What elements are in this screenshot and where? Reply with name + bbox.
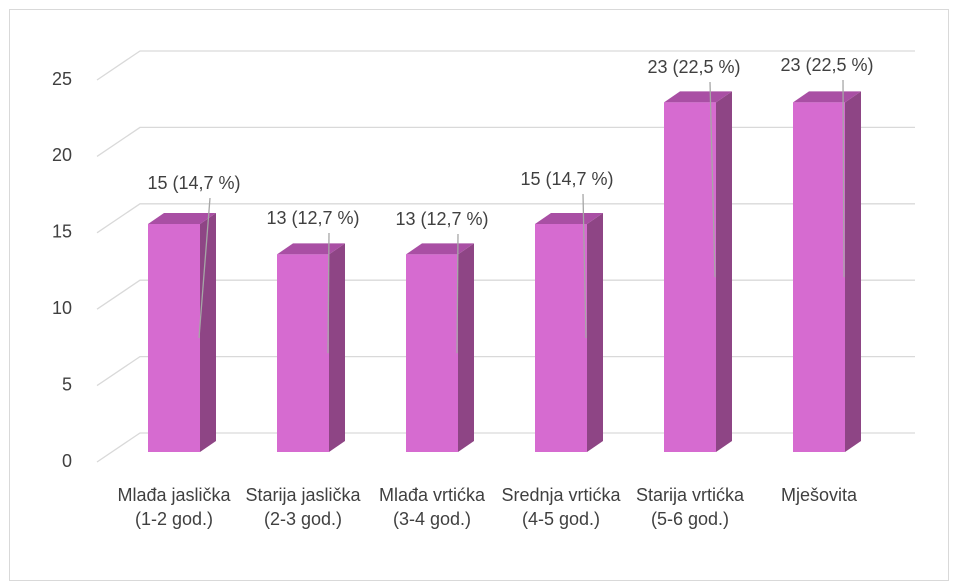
bar-side	[200, 213, 216, 452]
bar-top	[406, 243, 474, 255]
x-tick-label: Starija vrtićka (5-6 god.)	[635, 485, 745, 529]
bar-front	[793, 102, 845, 453]
bar-front	[664, 102, 716, 453]
bar	[664, 91, 732, 453]
bar-top	[664, 91, 732, 103]
data-label: 13 (12,7 %)	[266, 208, 359, 228]
x-tick-label: Srednja vrtićka (4-5 god.)	[501, 485, 621, 529]
y-tick-label: 20	[52, 145, 72, 165]
x-tick-label: Mlađa jaslička (1-2 god.)	[117, 485, 231, 529]
bar-front	[148, 224, 200, 452]
bar	[406, 243, 474, 452]
data-label: 23 (22,5 %)	[780, 55, 873, 75]
grid-line	[96, 126, 915, 157]
leader-line	[327, 232, 330, 354]
bar-top	[793, 91, 861, 103]
data-label: 13 (12,7 %)	[395, 209, 488, 229]
bar-side	[716, 91, 732, 453]
bar	[277, 243, 345, 452]
bar	[148, 213, 216, 452]
grid-line	[96, 355, 915, 387]
bar-front	[406, 254, 458, 452]
grid-line	[96, 50, 915, 81]
bar-top	[535, 213, 603, 224]
bar-top	[277, 243, 345, 255]
y-tick-label: 10	[52, 298, 72, 318]
bar-front	[277, 254, 329, 452]
leader-line	[582, 193, 587, 339]
leader-line	[842, 79, 845, 278]
data-label: 15 (14,7 %)	[147, 173, 240, 193]
leader-line	[709, 81, 716, 278]
grid-line	[96, 432, 915, 463]
y-tick-label: 15	[52, 222, 72, 242]
leader-line	[198, 197, 211, 339]
y-tick-label: 25	[52, 69, 72, 89]
x-tick-label: Mlađa vrtićka (3-4 god.)	[378, 485, 486, 529]
bar-side	[587, 213, 603, 452]
bar-top	[148, 213, 216, 224]
x-tick-label: Starija jaslička (2-3 god.)	[245, 485, 361, 529]
bar-front	[535, 224, 587, 452]
grid-line	[96, 203, 915, 234]
grid-line	[96, 279, 915, 310]
leader-line	[456, 233, 459, 354]
y-tick-label: 0	[62, 451, 72, 471]
data-label: 23 (22,5 %)	[647, 57, 740, 77]
data-label: 15 (14,7 %)	[520, 169, 613, 189]
bar	[535, 213, 603, 452]
bar-side	[845, 91, 861, 453]
x-tick-label: Mješovita	[780, 485, 858, 505]
bar	[793, 91, 861, 453]
bar-side	[458, 243, 474, 452]
y-tick-label: 5	[62, 374, 72, 394]
bar-side	[329, 243, 345, 452]
